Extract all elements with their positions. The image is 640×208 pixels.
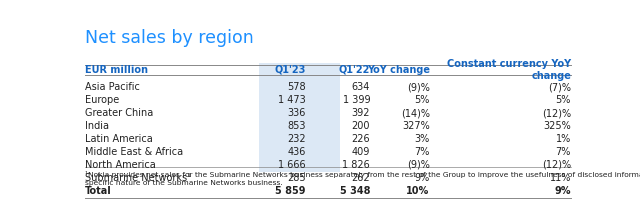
Text: 3%: 3% <box>415 134 429 144</box>
Text: 1 666: 1 666 <box>278 160 306 170</box>
Text: 1 473: 1 473 <box>278 95 306 105</box>
Text: 7%: 7% <box>414 147 429 157</box>
Text: Q1'22: Q1'22 <box>339 65 370 75</box>
Bar <box>259 63 340 172</box>
Text: 11%: 11% <box>550 173 571 183</box>
Text: 200: 200 <box>351 121 370 131</box>
Text: Total: Total <box>85 186 112 196</box>
Text: ¹Nokia provides net sales for the Submarine Networks business separately from th: ¹Nokia provides net sales for the Submar… <box>85 171 640 186</box>
Text: 9%: 9% <box>415 173 429 183</box>
Text: 9%: 9% <box>554 186 571 196</box>
Text: India: India <box>85 121 109 131</box>
Text: 578: 578 <box>287 82 306 92</box>
Text: 325%: 325% <box>543 121 571 131</box>
Text: Submarine Networks¹: Submarine Networks¹ <box>85 173 191 183</box>
Text: 232: 232 <box>287 134 306 144</box>
Text: 226: 226 <box>351 134 370 144</box>
Text: 634: 634 <box>352 82 370 92</box>
Text: 5 348: 5 348 <box>340 186 370 196</box>
Text: 409: 409 <box>352 147 370 157</box>
Text: Europe: Europe <box>85 95 119 105</box>
Text: EUR million: EUR million <box>85 65 148 75</box>
Text: 1%: 1% <box>556 134 571 144</box>
Text: 392: 392 <box>351 108 370 118</box>
Text: 1 826: 1 826 <box>342 160 370 170</box>
Text: Middle East & Africa: Middle East & Africa <box>85 147 183 157</box>
Text: (9)%: (9)% <box>407 82 429 92</box>
Text: 327%: 327% <box>402 121 429 131</box>
Text: 436: 436 <box>287 147 306 157</box>
Text: Q1'23: Q1'23 <box>275 65 306 75</box>
Text: 262: 262 <box>351 173 370 183</box>
Text: 853: 853 <box>287 121 306 131</box>
Text: Greater China: Greater China <box>85 108 153 118</box>
Text: 7%: 7% <box>556 147 571 157</box>
Text: YoY change: YoY change <box>367 65 429 75</box>
Text: (12)%: (12)% <box>542 108 571 118</box>
Text: 1 399: 1 399 <box>342 95 370 105</box>
Text: North America: North America <box>85 160 156 170</box>
Text: (12)%: (12)% <box>542 160 571 170</box>
Text: (9)%: (9)% <box>407 160 429 170</box>
Text: 285: 285 <box>287 173 306 183</box>
Text: 5%: 5% <box>414 95 429 105</box>
Text: (7)%: (7)% <box>548 82 571 92</box>
Text: Constant currency YoY
change: Constant currency YoY change <box>447 59 571 81</box>
Text: 10%: 10% <box>406 186 429 196</box>
Text: (14)%: (14)% <box>401 108 429 118</box>
Text: 5 859: 5 859 <box>275 186 306 196</box>
Text: Net sales by region: Net sales by region <box>85 29 253 47</box>
Text: Latin America: Latin America <box>85 134 153 144</box>
Text: Asia Pacific: Asia Pacific <box>85 82 140 92</box>
Text: 5%: 5% <box>556 95 571 105</box>
Text: 336: 336 <box>287 108 306 118</box>
